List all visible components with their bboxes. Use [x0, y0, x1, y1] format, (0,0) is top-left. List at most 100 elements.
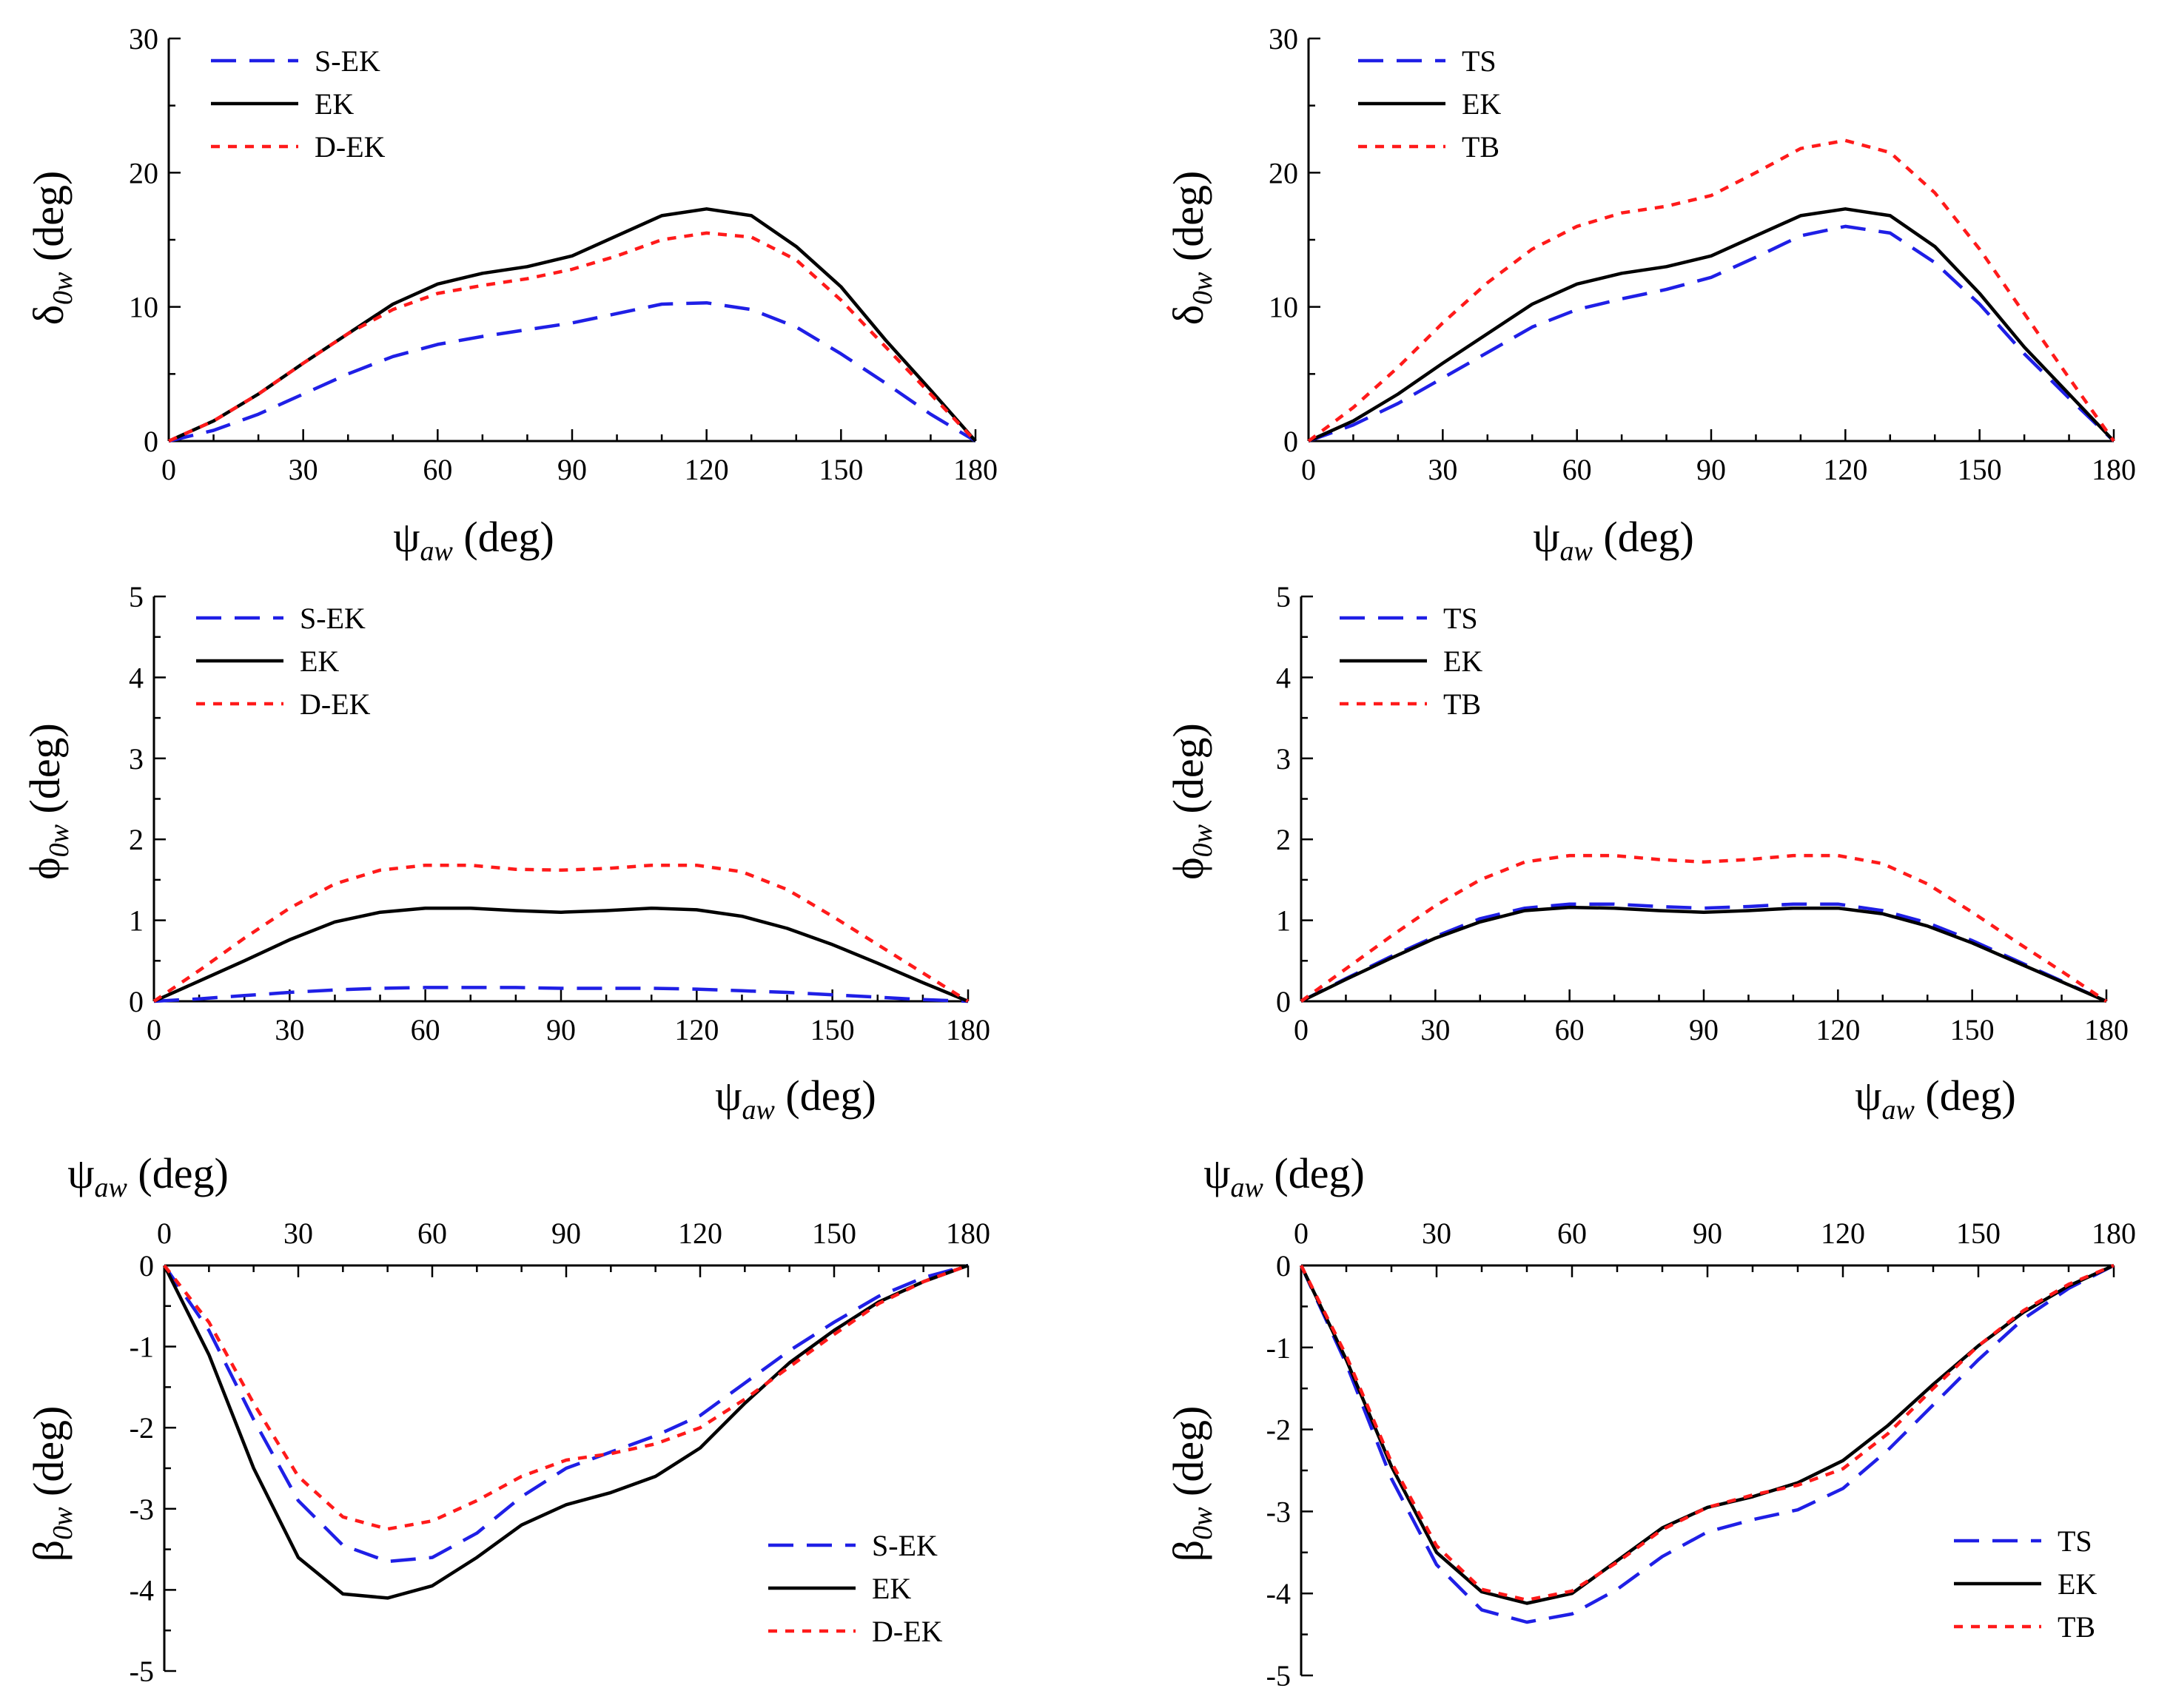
x-axis-label: ψaw (deg) — [1203, 1149, 1365, 1203]
y-tick-label: -1 — [1266, 1331, 1291, 1365]
legend-label: EK — [300, 645, 339, 678]
legend-label: TS — [2058, 1524, 2092, 1558]
y-tick-label: -5 — [130, 1655, 154, 1688]
x-tick-label: 0 — [161, 453, 176, 486]
series-line-ts — [1299, 1263, 2115, 1624]
x-tick-label: 150 — [1956, 1217, 2001, 1250]
x-tick-label: 150 — [812, 1217, 856, 1250]
y-tick-label: 5 — [129, 580, 144, 613]
x-tick-label: 120 — [678, 1217, 722, 1250]
y-tick-label: 2 — [1276, 823, 1291, 856]
x-tick-label: 120 — [674, 1013, 719, 1046]
series-line-ek — [1299, 1263, 2115, 1605]
x-tick-label: 60 — [1555, 1013, 1585, 1046]
x-axis-label: ψaw (deg) — [1855, 1072, 2016, 1126]
y-axis-label: ϕ0w (deg) — [21, 723, 75, 880]
series-line-ek — [153, 906, 969, 1003]
series-line-ek — [1308, 207, 2115, 443]
x-tick-label: 60 — [423, 453, 452, 486]
y-tick-label: 30 — [1269, 22, 1298, 56]
y-tick-label: -1 — [130, 1331, 154, 1364]
legend-label: D-EK — [872, 1615, 943, 1648]
x-tick-label: 60 — [411, 1013, 440, 1046]
y-axis-label: β0w (deg) — [1164, 1406, 1218, 1562]
x-tick-label: 60 — [1557, 1217, 1587, 1250]
y-tick-label: 3 — [129, 742, 144, 776]
x-tick-label: 180 — [2092, 453, 2136, 486]
y-tick-label: 5 — [1276, 580, 1291, 613]
x-tick-label: 60 — [1562, 453, 1592, 486]
legend-label: S-EK — [300, 602, 366, 635]
x-tick-label: 180 — [953, 453, 998, 486]
x-axis-label: ψaw (deg) — [393, 513, 554, 567]
series-line-ts — [1308, 224, 2115, 443]
series-line-ts — [1300, 902, 2107, 1003]
x-tick-label: 90 — [1693, 1217, 1722, 1250]
x-tick-label: 30 — [275, 1013, 304, 1046]
chart-panel-top-left: 0 30 60 90 120 150 180 0 10 20 30 S-EK EK D-EK ψaw (de… — [24, 22, 998, 567]
legend-label: EK — [1443, 645, 1482, 678]
legend-label: D-EK — [315, 130, 386, 164]
y-tick-label: -5 — [1266, 1659, 1291, 1692]
series-line-ek — [168, 207, 977, 443]
y-tick-label: -2 — [130, 1411, 154, 1445]
chart-panel-bottom-left: 0 30 60 90 120 150 180 0 -1 -2 -3 -4 -5 S-EK EK D-EK ψaw… — [24, 1149, 990, 1688]
series-line-tb — [1299, 1263, 2115, 1602]
x-tick-label: 180 — [2092, 1217, 2136, 1250]
y-tick-label: 2 — [129, 823, 144, 856]
legend-label: TS — [1462, 44, 1497, 78]
x-tick-label: 60 — [417, 1217, 447, 1250]
legend-label: TS — [1443, 602, 1478, 635]
x-tick-label: 150 — [819, 453, 863, 486]
x-tick-label: 180 — [946, 1217, 990, 1250]
series-line-ek — [162, 1263, 969, 1600]
x-tick-label: 90 — [551, 1217, 581, 1250]
legend-label: S-EK — [315, 44, 380, 78]
y-axis-label: β0w (deg) — [24, 1406, 78, 1562]
y-tick-label: 0 — [139, 1249, 154, 1282]
y-tick-label: 1 — [129, 904, 144, 938]
series-line-d-ek — [163, 1263, 969, 1531]
legend-label: EK — [1462, 87, 1501, 121]
x-axis-label: ψaw (deg) — [67, 1149, 229, 1203]
x-tick-label: 30 — [283, 1217, 313, 1250]
x-tick-label: 180 — [946, 1013, 990, 1046]
x-tick-label: 180 — [2084, 1013, 2129, 1046]
x-tick-label: 30 — [1428, 453, 1457, 486]
y-tick-label: 10 — [129, 291, 158, 324]
chart-panel-top-right: 0 30 60 90 120 150 180 0 10 20 30 TS EK TB ψaw (deg) δ0… — [1164, 22, 2136, 567]
series-line-d-ek — [168, 231, 977, 443]
y-tick-label: 0 — [144, 425, 158, 458]
y-tick-label: 20 — [1269, 156, 1298, 189]
legend-label: TB — [1462, 130, 1499, 164]
x-tick-label: 30 — [289, 453, 318, 486]
x-tick-label: 90 — [557, 453, 587, 486]
legend-label: EK — [2058, 1567, 2097, 1601]
legend-label: TB — [2058, 1610, 2095, 1644]
y-tick-label: 1 — [1276, 904, 1291, 938]
x-tick-label: 0 — [1294, 1217, 1309, 1250]
x-tick-label: 150 — [1950, 1013, 1995, 1046]
x-tick-label: 120 — [1823, 453, 1867, 486]
y-tick-label: -3 — [1266, 1495, 1291, 1528]
x-tick-label: 150 — [810, 1013, 855, 1046]
x-tick-label: 120 — [1821, 1217, 1865, 1250]
x-tick-label: 120 — [1816, 1013, 1860, 1046]
x-tick-label: 0 — [157, 1217, 172, 1250]
series-line-tb — [1307, 138, 2115, 443]
series-line-d-ek — [152, 863, 970, 1003]
x-tick-label: 90 — [1689, 1013, 1719, 1046]
x-tick-label: 30 — [1420, 1013, 1450, 1046]
y-axis-label: δ0w (deg) — [1164, 171, 1218, 326]
y-tick-label: 30 — [129, 22, 158, 56]
y-tick-label: -3 — [130, 1493, 154, 1526]
x-tick-label: 0 — [147, 1013, 161, 1046]
y-tick-label: 0 — [1276, 985, 1291, 1018]
y-tick-label: 4 — [1276, 661, 1291, 694]
y-tick-label: -4 — [1266, 1577, 1291, 1610]
x-tick-label: 30 — [1422, 1217, 1451, 1250]
legend-label: EK — [315, 87, 354, 121]
y-axis-label: δ0w (deg) — [24, 171, 78, 326]
x-tick-label: 90 — [1696, 453, 1726, 486]
